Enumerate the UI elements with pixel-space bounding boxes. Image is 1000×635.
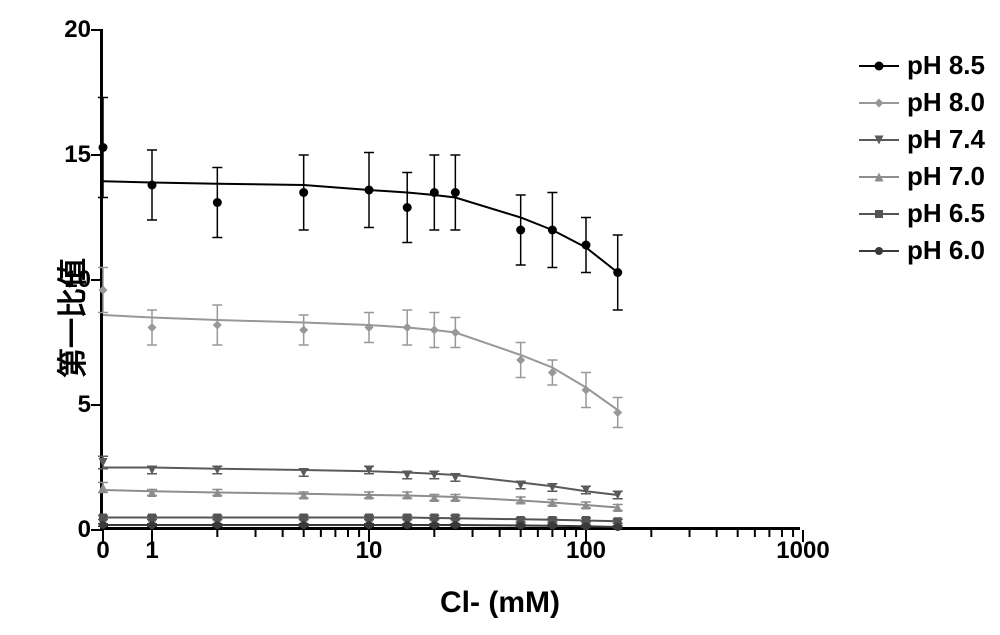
x-tick-label: 1 [145, 537, 158, 565]
y-tick-label: 5 [78, 391, 91, 419]
legend-label: pH 8.0 [907, 87, 985, 118]
x-tick-label: 0 [96, 537, 109, 565]
y-tick-label: 0 [78, 516, 91, 544]
legend-label: pH 6.0 [907, 235, 985, 266]
legend-label: pH 7.4 [907, 124, 985, 155]
legend-item: pH 6.5 [859, 198, 985, 229]
chart-container: 0510152001101001000 [100, 30, 800, 530]
legend-item: pH 7.0 [859, 161, 985, 192]
legend-item: pH 8.0 [859, 87, 985, 118]
x-axis-label: Cl- (mM) [440, 586, 560, 620]
x-tick-label: 10 [356, 537, 383, 565]
legend-label: pH 6.5 [907, 198, 985, 229]
x-tick-label: 1000 [776, 537, 829, 565]
y-tick-label: 10 [64, 266, 91, 294]
legend-item: pH 7.4 [859, 124, 985, 155]
x-tick-label: 100 [566, 537, 606, 565]
legend: pH 8.5 pH 8.0 pH 7.4 pH 7.0 pH 6.5 pH 6.0 [859, 50, 985, 272]
legend-marker [859, 56, 899, 76]
y-tick-label: 15 [64, 141, 91, 169]
chart-svg [103, 30, 803, 530]
legend-label: pH 8.5 [907, 50, 985, 81]
legend-marker [859, 204, 899, 224]
plot-area: 0510152001101001000 [100, 30, 800, 530]
legend-item: pH 6.0 [859, 235, 985, 266]
legend-marker [859, 130, 899, 150]
legend-marker [859, 93, 899, 113]
legend-label: pH 7.0 [907, 161, 985, 192]
legend-marker [859, 167, 899, 187]
legend-marker [859, 241, 899, 261]
y-tick-label: 20 [64, 16, 91, 44]
legend-item: pH 8.5 [859, 50, 985, 81]
